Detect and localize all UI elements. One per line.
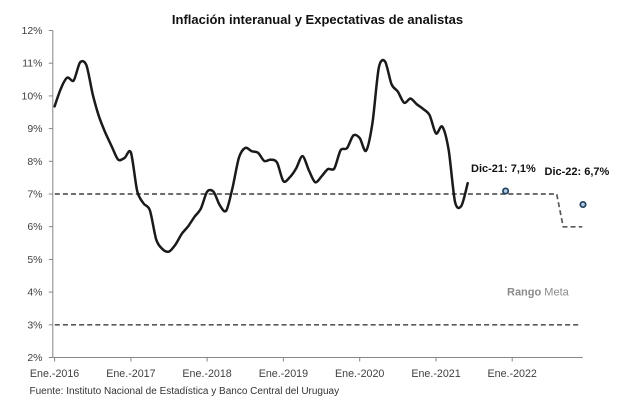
svg-text:Dic-21: 7,1%: Dic-21: 7,1% — [471, 163, 536, 175]
svg-text:11%: 11% — [22, 58, 42, 70]
svg-text:Rango Meta: Rango Meta — [507, 287, 570, 299]
svg-text:3%: 3% — [27, 319, 42, 331]
svg-text:Ene.-2022: Ene.-2022 — [488, 368, 537, 380]
svg-text:Dic-22: 6,7%: Dic-22: 6,7% — [545, 166, 610, 178]
svg-text:10%: 10% — [21, 90, 42, 102]
svg-text:Ene.-2020: Ene.-2020 — [335, 368, 384, 380]
svg-text:8%: 8% — [27, 156, 42, 168]
svg-text:Ene.-2018: Ene.-2018 — [182, 368, 231, 380]
svg-text:Inflación interanual y Expecta: Inflación interanual y Expectativas de a… — [172, 12, 463, 27]
svg-text:6%: 6% — [27, 221, 42, 233]
svg-text:Ene.-2021: Ene.-2021 — [411, 368, 460, 380]
svg-text:4%: 4% — [27, 287, 42, 299]
svg-text:2%: 2% — [27, 352, 42, 364]
svg-text:Ene.-2017: Ene.-2017 — [106, 368, 155, 380]
svg-text:Ene.-2019: Ene.-2019 — [259, 368, 308, 380]
svg-text:12%: 12% — [21, 25, 42, 37]
svg-text:7%: 7% — [27, 189, 42, 201]
svg-text:9%: 9% — [27, 123, 42, 135]
svg-text:Ene.-2016: Ene.-2016 — [30, 368, 79, 380]
svg-text:5%: 5% — [27, 254, 42, 266]
svg-text:Fuente: Instituto Nacional de: Fuente: Instituto Nacional de Estadístic… — [30, 386, 340, 397]
